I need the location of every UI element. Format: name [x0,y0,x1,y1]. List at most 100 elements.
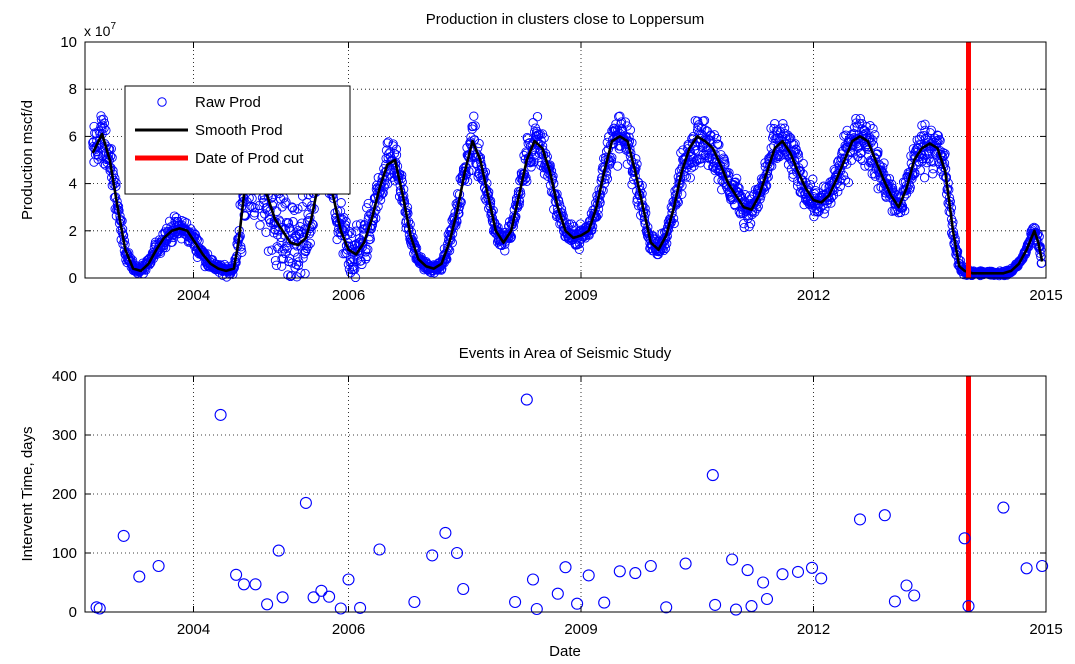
event-point [582,569,595,582]
raw-prod-point [915,165,925,175]
raw-prod-point [307,201,317,211]
event-point [93,602,106,615]
raw-prod-point [97,120,108,130]
raw-prod-point [615,111,625,121]
raw-prod-point [244,202,255,212]
production-y-tick-label: 10 [60,34,77,51]
events-x-tick-label: 2015 [1029,621,1062,638]
raw-prod-point [271,217,281,227]
events-x-tick-label: 2006 [332,621,365,638]
raw-prod-point [283,270,293,280]
event-point [629,567,642,580]
event-point [342,573,355,586]
raw-prod-point [456,197,466,207]
raw-prod-point [391,144,402,154]
raw-prod-point [305,238,315,248]
raw-prod-point [293,204,303,214]
raw-prod-point [288,217,298,227]
raw-prod-point [706,131,716,141]
y-exponent-power: 7 [110,21,116,32]
event-point [900,579,913,592]
events-ticks: 2004 2006 2009 2012 2015 0 100 200 300 400 [52,368,1063,638]
raw-prod-point [307,219,318,229]
raw-prod-point [382,138,392,148]
raw-prod-point [624,132,634,142]
raw-prod-point [286,270,297,281]
raw-prod-point [868,124,878,134]
raw-prod-point [869,152,880,162]
raw-prod-point [884,173,895,184]
event-point [853,513,867,526]
production-x-tick-label: 2004 [177,287,210,304]
raw-prod-point [620,117,631,127]
raw-prod-point [819,209,829,219]
raw-prod-point [532,111,543,122]
production-x-tick-label: 2009 [564,287,597,304]
events-y-tick-label: 200 [52,486,77,503]
events-x-axis-label: Date [549,643,581,660]
events-scatter [90,393,1049,616]
raw-prod-point [660,243,671,254]
raw-prod-point [454,208,464,219]
raw-prod-point [303,241,313,251]
raw-prod-point [681,172,692,182]
event-point [408,595,421,609]
event-point [791,565,805,578]
raw-prod-point [692,116,703,126]
raw-prod-point [91,128,102,139]
raw-prod-point [574,244,584,254]
raw-prod-point [934,134,944,145]
event-point [958,532,971,545]
event-point [815,572,828,585]
legend-prod-cut-label: Date of Prod cut [195,150,304,167]
raw-prod-point [302,243,312,254]
raw-prod-point [261,227,271,237]
event-point [709,598,722,611]
raw-prod-point [388,139,398,149]
events-y-tick-label: 400 [52,368,77,385]
raw-prod-point [167,237,177,247]
events-y-tick-label: 100 [52,545,77,562]
event-point [878,509,891,522]
raw-prod-point [239,210,249,220]
event-point [354,601,367,614]
event-point [760,592,774,606]
event-point [776,568,789,581]
raw-prod-point [356,256,366,266]
raw-prod-point [569,221,579,232]
raw-prod-point [101,125,111,136]
event-point [660,601,673,614]
raw-prod-point [792,148,802,158]
raw-prod-point [402,202,413,213]
raw-prod-point [287,203,298,213]
events-y-axis-label: Intervent Time, days [19,426,36,561]
production-y-axis-label: Production mscf/d [19,100,36,220]
raw-prod-point [566,219,577,229]
raw-prod-point [345,255,356,265]
raw-prod-point [873,184,883,194]
raw-prod-point [593,204,604,214]
raw-prod-point [298,253,308,263]
raw-prod-point [281,197,291,207]
raw-prod-point [363,198,373,209]
event-point [613,565,626,578]
raw-prod-point [389,148,400,159]
events-y-tick-label: 0 [69,604,77,621]
raw-prod-point [470,121,480,131]
raw-prod-point [614,144,624,154]
events-x-tick-label: 2012 [797,621,830,638]
raw-prod-point [361,254,371,264]
raw-prod-point [840,175,851,185]
raw-prod-point [933,137,943,147]
raw-prod-point [350,272,361,283]
raw-prod-point [686,163,697,173]
event-point [426,549,439,562]
raw-prod-point [480,167,491,177]
raw-prod-point [271,260,282,270]
raw-prod-point [865,121,875,131]
raw-prod-point [928,169,938,179]
event-point [551,587,564,600]
raw-prod-point [940,149,950,159]
legend-raw-prod-marker [157,97,167,107]
